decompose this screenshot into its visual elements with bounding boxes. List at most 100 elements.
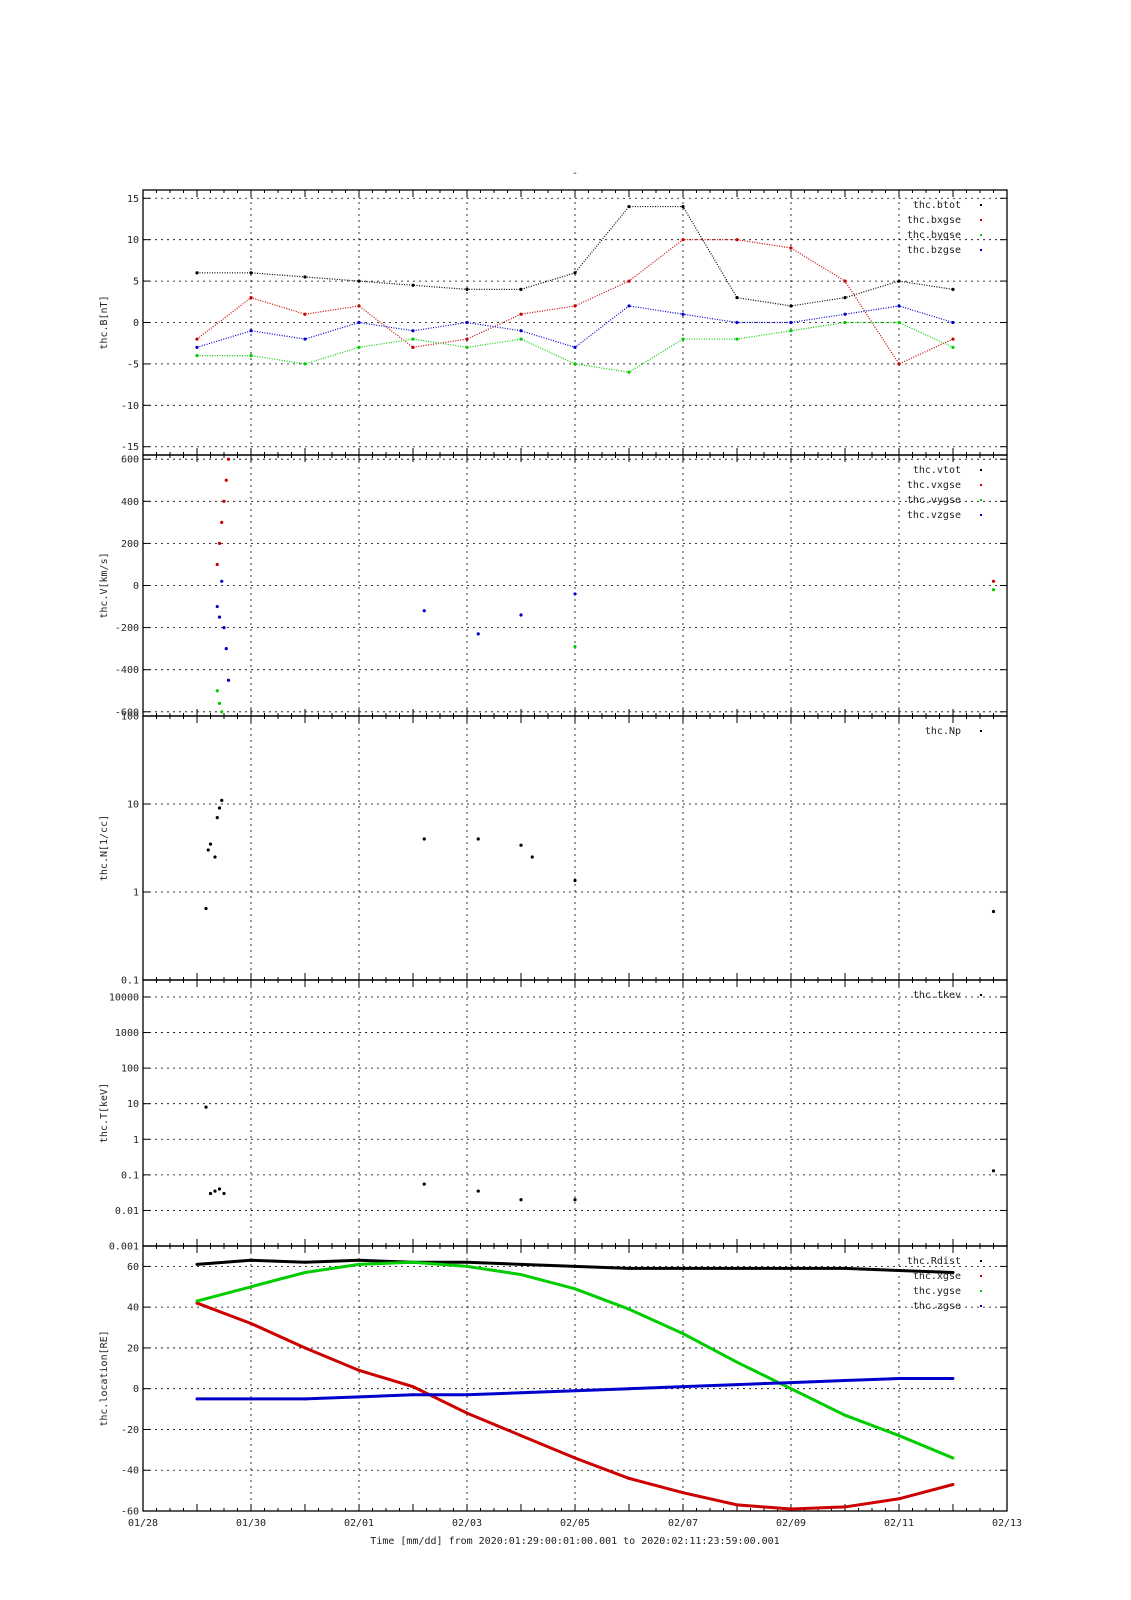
y-tick-label: 200	[121, 539, 139, 550]
legend-marker	[980, 469, 982, 471]
data-point	[789, 246, 793, 250]
y-tick-label: 10	[127, 800, 139, 811]
data-point	[627, 1387, 631, 1391]
legend-marker	[980, 730, 982, 732]
panel-5: -60 -40 -20 0 20 40 60 thc.location[RE] thc.Rdis…	[99, 1245, 1008, 1518]
data-point	[789, 1266, 793, 1270]
data-point	[303, 275, 307, 279]
data-point	[573, 345, 577, 349]
data-point	[249, 354, 253, 358]
data-point	[573, 362, 577, 366]
panel-3: 0.1 1 10 100 thc.N[1/cc] thc.Np	[99, 712, 1008, 987]
legend-marker	[980, 1290, 982, 1292]
data-point	[789, 1381, 793, 1385]
time-axis: 01/28 01/30 02/01 02/03 02/05 02/07 02/09 02/11…	[128, 1518, 1022, 1529]
data-point	[530, 855, 534, 859]
y-tick-label: 0.01	[115, 1206, 139, 1217]
y-tick-label: 0	[133, 318, 139, 329]
data-point	[465, 287, 469, 291]
x-tick-label: 01/28	[128, 1518, 158, 1529]
data-point	[735, 1360, 739, 1364]
data-point	[215, 689, 219, 693]
panel-1: -15 -10 -5 0 5 10 15 thc.B[nT] thc.btot thc.bxgse…	[99, 189, 1008, 456]
x-tick-label: 02/11	[884, 1518, 914, 1529]
data-point	[422, 1182, 426, 1186]
data-point	[897, 304, 901, 308]
y-tick-label: 0	[133, 581, 139, 592]
data-point	[208, 1191, 213, 1196]
data-point	[951, 287, 955, 291]
data-point	[303, 312, 307, 316]
panel-4: 0.001 0.01 0.1 1 10 100 1000 10000 thc.T[keV] thc…	[99, 979, 1008, 1253]
data-point	[249, 1397, 253, 1401]
data-point	[627, 304, 631, 308]
series-thc-xgse	[195, 1301, 955, 1511]
data-point	[224, 647, 228, 651]
data-point	[195, 271, 199, 275]
data-point	[222, 625, 226, 630]
data-point	[195, 337, 199, 341]
legend-entry: thc.Rdist	[907, 1256, 961, 1267]
x-tick-label: 02/07	[668, 1518, 698, 1529]
legend-entry: thc.Np	[925, 726, 961, 737]
data-point	[627, 1307, 631, 1311]
legend-marker	[980, 484, 982, 486]
legend-entry: thc.zgse	[913, 1301, 961, 1312]
series-thc-bzgse	[195, 304, 955, 349]
data-point	[843, 296, 847, 300]
data-point	[195, 354, 199, 358]
data-point	[991, 909, 996, 914]
data-point	[422, 837, 426, 841]
data-point	[681, 1266, 685, 1270]
y-tick-label: -5	[127, 359, 139, 370]
data-point	[681, 1385, 685, 1389]
series-thc-Np	[204, 798, 996, 914]
data-point	[519, 613, 523, 617]
y-axis-label: thc.B[nT]	[99, 295, 110, 349]
data-point	[249, 1285, 253, 1289]
data-point	[735, 1266, 739, 1270]
data-point	[208, 842, 213, 846]
data-point	[215, 604, 219, 609]
data-point	[217, 615, 222, 619]
data-point	[735, 337, 739, 341]
y-tick-label: -15	[121, 442, 139, 453]
legend-entry: thc.xgse	[913, 1271, 961, 1282]
series-thc-btot	[195, 204, 955, 308]
data-point	[843, 1413, 847, 1417]
series-thc-zgse	[195, 1377, 955, 1401]
data-point	[789, 329, 793, 333]
y-tick-label: 20	[127, 1343, 139, 1354]
data-point	[226, 678, 231, 682]
plot-area	[204, 1105, 996, 1202]
y-tick-label: -60	[121, 1507, 139, 1518]
data-point	[217, 541, 222, 546]
y-tick-label: 10000	[109, 992, 139, 1003]
data-point	[195, 1397, 199, 1401]
data-point	[519, 312, 523, 316]
legend-marker	[980, 1260, 982, 1262]
data-point	[220, 579, 224, 583]
data-point	[681, 312, 685, 316]
data-point	[789, 1507, 793, 1511]
y-tick-label: 0	[133, 1384, 139, 1395]
data-point	[224, 478, 228, 482]
plot-area	[215, 457, 996, 714]
legend-entry: thc.bxgse	[907, 215, 961, 226]
y-tick-label: -200	[115, 623, 139, 634]
data-point	[519, 1434, 523, 1438]
data-point	[215, 562, 219, 567]
data-point	[843, 1505, 847, 1509]
data-point	[195, 345, 199, 349]
data-point	[465, 1411, 469, 1415]
data-point	[789, 304, 793, 308]
data-point	[206, 848, 210, 852]
data-point	[519, 843, 523, 847]
data-point	[411, 1260, 415, 1264]
y-tick-label: -600	[115, 707, 139, 718]
data-point	[573, 878, 577, 883]
data-point	[843, 312, 847, 316]
data-point	[897, 279, 901, 283]
data-point	[951, 1483, 955, 1486]
data-point	[843, 320, 847, 325]
